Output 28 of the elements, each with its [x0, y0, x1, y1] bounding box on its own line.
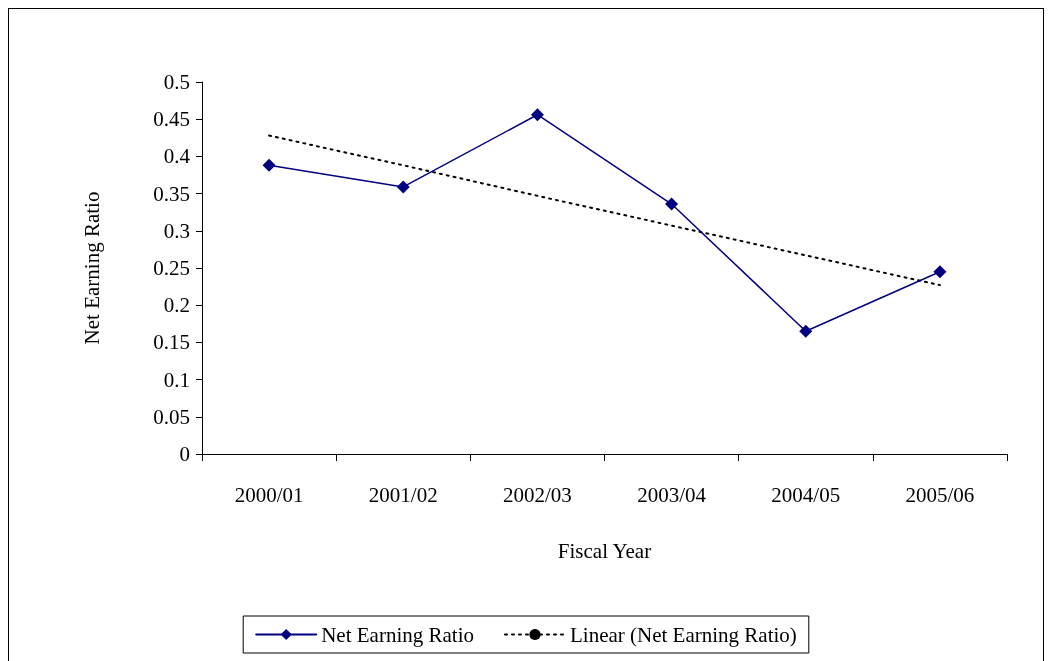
x-tick-label: 2002/03: [502, 482, 572, 507]
point: [530, 108, 544, 122]
point: [262, 158, 276, 172]
y-tick-label: 0.45: [153, 107, 190, 132]
y-tick-label: 0.15: [153, 330, 190, 355]
point: [799, 324, 813, 338]
y-tick-label: 0: [179, 442, 190, 466]
point: [665, 197, 679, 211]
y-tick-label: 0.5: [163, 70, 190, 94]
x-tick-label: 2001/02: [368, 482, 438, 507]
x-tick-label: 2000/01: [234, 482, 304, 507]
legend-label: Linear (Net Earning Ratio): [569, 622, 797, 647]
x-tick-label: 2003/04: [637, 482, 707, 507]
point: [933, 265, 947, 279]
x-tick-label: 2005/06: [905, 482, 975, 507]
legend-label: Net Earning Ratio: [321, 622, 474, 647]
y-axis-title: Net Earning Ratio: [79, 191, 104, 345]
y-tick-label: 0.25: [153, 256, 190, 280]
point: [396, 180, 410, 194]
y-tick-label: 0.2: [163, 293, 190, 318]
y-tick-label: 0.05: [153, 404, 190, 429]
y-tick-label: 0.3: [163, 218, 190, 243]
x-axis-title: Fiscal Year: [557, 538, 652, 563]
y-tick-label: 0.4: [163, 144, 191, 169]
line-series: [268, 134, 941, 287]
y-tick-label: 0.35: [153, 181, 190, 206]
y-tick-label: 0.1: [163, 367, 190, 392]
x-tick-label: 2004/05: [771, 482, 841, 507]
